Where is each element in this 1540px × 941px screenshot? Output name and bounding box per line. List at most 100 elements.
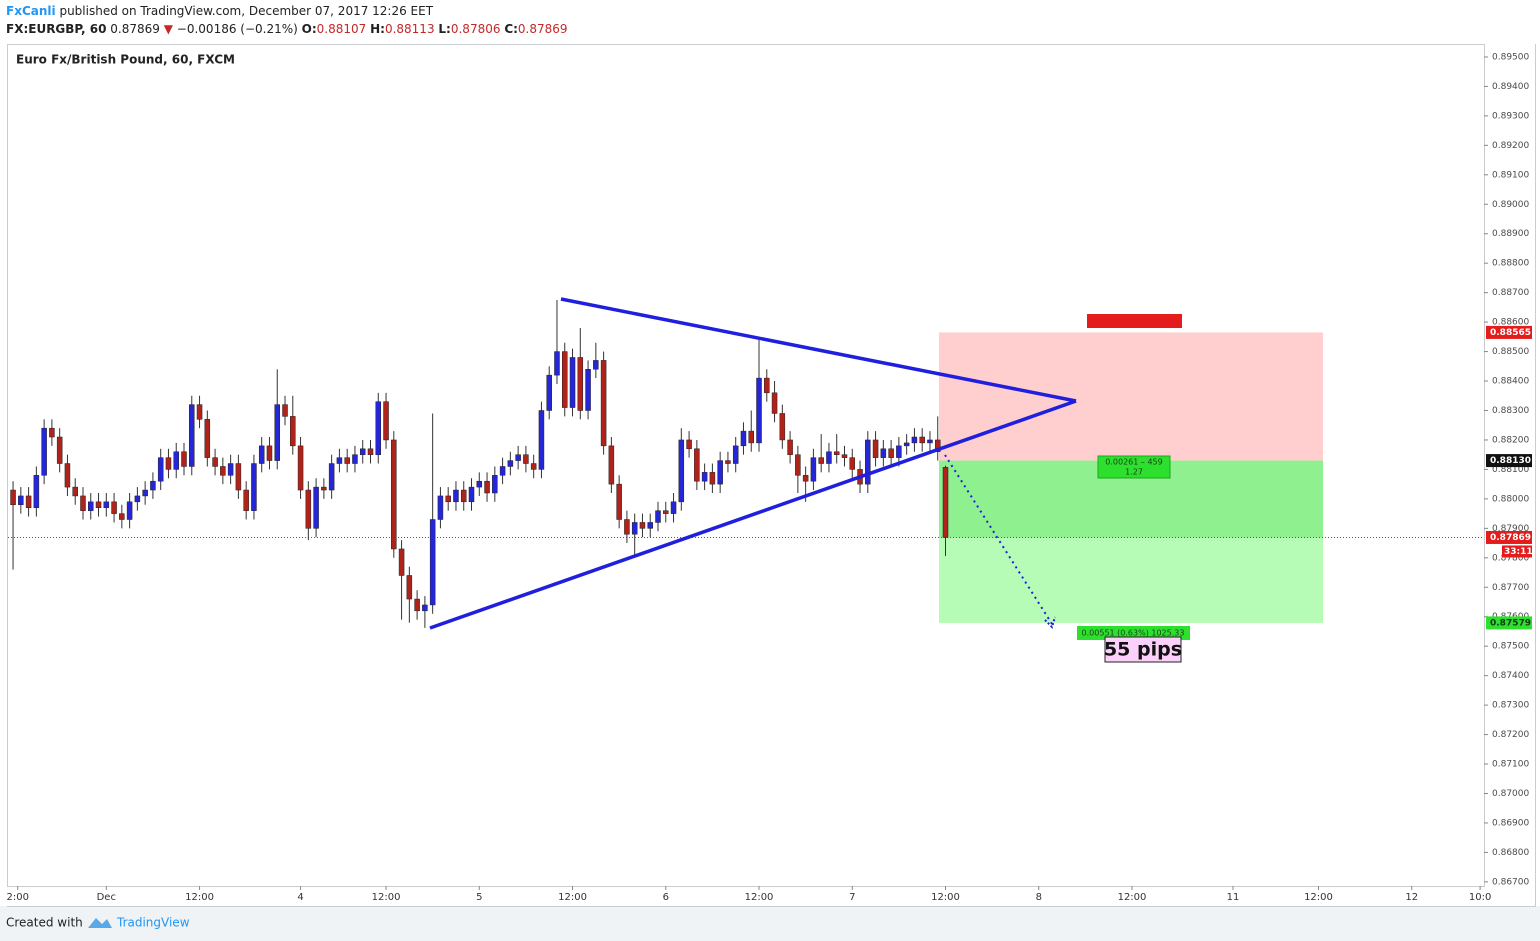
candle-body [748, 430, 754, 444]
candle-body [142, 489, 148, 497]
candle-body [80, 495, 86, 511]
y-tick-label: 0.88100 [1492, 465, 1529, 475]
candle-body [41, 427, 47, 476]
ohlc-value: 0.88107 [317, 22, 367, 36]
x-tick-label: 10:0 [1469, 892, 1491, 903]
candle-body [235, 463, 242, 491]
candles [10, 300, 949, 628]
y-tick-label: 0.87000 [1492, 789, 1529, 799]
trend-line [429, 399, 1077, 630]
x-tick-label: 12:00 [558, 892, 587, 903]
candle-body [880, 448, 887, 458]
y-tick-label: 0.88000 [1492, 494, 1529, 504]
candle-body [367, 448, 374, 455]
candle-body [927, 439, 933, 444]
ohlc-value: 0.87869 [518, 22, 568, 36]
x-tick-label: 12:00 [185, 892, 214, 903]
candle-body [577, 357, 584, 411]
y-tick-label: 0.88600 [1492, 318, 1529, 328]
candle-body [484, 480, 490, 494]
candle-body [445, 495, 451, 503]
candle-body [165, 457, 172, 470]
drawings: 0.00261 – 459 1.27 0.00551 (0.63%) 1025.… [429, 297, 1190, 663]
candle-body [64, 463, 71, 488]
candle-body [103, 501, 110, 508]
candle-body [181, 451, 187, 467]
candle-body [313, 486, 319, 529]
candle-body [305, 489, 312, 529]
x-tick-label: 4 [297, 892, 303, 903]
y-tick-label: 0.87200 [1492, 730, 1529, 740]
candle-body [554, 351, 560, 376]
symbol: FX:EURGBP, 60 [6, 22, 106, 36]
x-tick-label: 8 [1036, 892, 1042, 903]
target-zone [939, 537, 1323, 623]
candle-body [888, 448, 894, 458]
candle-body [795, 454, 801, 476]
candle-body [297, 445, 304, 491]
candle-body [422, 604, 428, 612]
candle-body [111, 501, 117, 514]
candle-body [321, 486, 327, 491]
price-marker-label: 0.87579 [1490, 618, 1531, 628]
candle-body [663, 510, 669, 514]
change: −0.00186 (−0.21%) [177, 22, 298, 36]
candle-body [810, 457, 817, 482]
candle-body [818, 457, 824, 464]
candle-body [530, 463, 537, 470]
candle-body [919, 436, 925, 444]
price-marker [1486, 530, 1532, 544]
y-tick-label: 0.87400 [1492, 671, 1529, 681]
candle-body [359, 448, 366, 455]
price-marker-label: 0.87869 [1490, 533, 1531, 543]
y-tick-label: 0.89200 [1492, 141, 1529, 151]
author[interactable]: FxCanli [6, 4, 56, 18]
candle-body [569, 357, 576, 408]
logo [88, 918, 112, 928]
ohlc-key: C: [504, 22, 518, 36]
ohlc-value: 0.87806 [451, 22, 501, 36]
y-tick-label: 0.89100 [1492, 170, 1529, 180]
candle-body [771, 392, 778, 414]
footer-brand[interactable]: TradingView [116, 916, 190, 930]
candle-body [391, 439, 397, 550]
candle-body [212, 457, 218, 467]
candle-body [647, 522, 653, 529]
footer-bar [0, 906, 1540, 941]
candle-body [934, 439, 941, 452]
candle-body [88, 501, 94, 511]
candle-body [406, 575, 413, 600]
candle-body [56, 436, 63, 464]
candle-body [717, 460, 723, 485]
candle-body [670, 501, 677, 514]
candle-body [18, 495, 24, 506]
price-marker [1486, 325, 1532, 339]
candle-body [787, 439, 793, 455]
y-tick-label: 0.88400 [1492, 377, 1529, 387]
candle-body [134, 495, 141, 503]
candle-body [802, 475, 809, 482]
candle-body [328, 463, 335, 491]
candle-body [476, 480, 483, 488]
candle-body [631, 522, 638, 535]
candle-body [616, 483, 622, 520]
y-tick-label: 0.87700 [1492, 583, 1529, 593]
axes: 0.86700 0.86800 0.86900 0.87000 0.87100 0.872… [6, 52, 1532, 903]
candle-body [515, 454, 521, 461]
candle-body [468, 486, 475, 503]
x-tick-label: 12:00 [745, 892, 774, 903]
candle-body [499, 466, 506, 476]
candle-body [732, 445, 739, 464]
candle-body [49, 427, 55, 438]
target-text: 0.00551 (0.63%) 1025.33 [1082, 629, 1185, 638]
candle-body [274, 404, 280, 461]
last-price: 0.87869 [110, 22, 160, 36]
candle-body [507, 460, 514, 467]
candle-body [639, 522, 646, 529]
candle-body [150, 480, 156, 491]
footer-text: Created with [6, 916, 83, 930]
candle-body [896, 445, 902, 458]
published: published on TradingView.com, December 0… [59, 4, 433, 18]
